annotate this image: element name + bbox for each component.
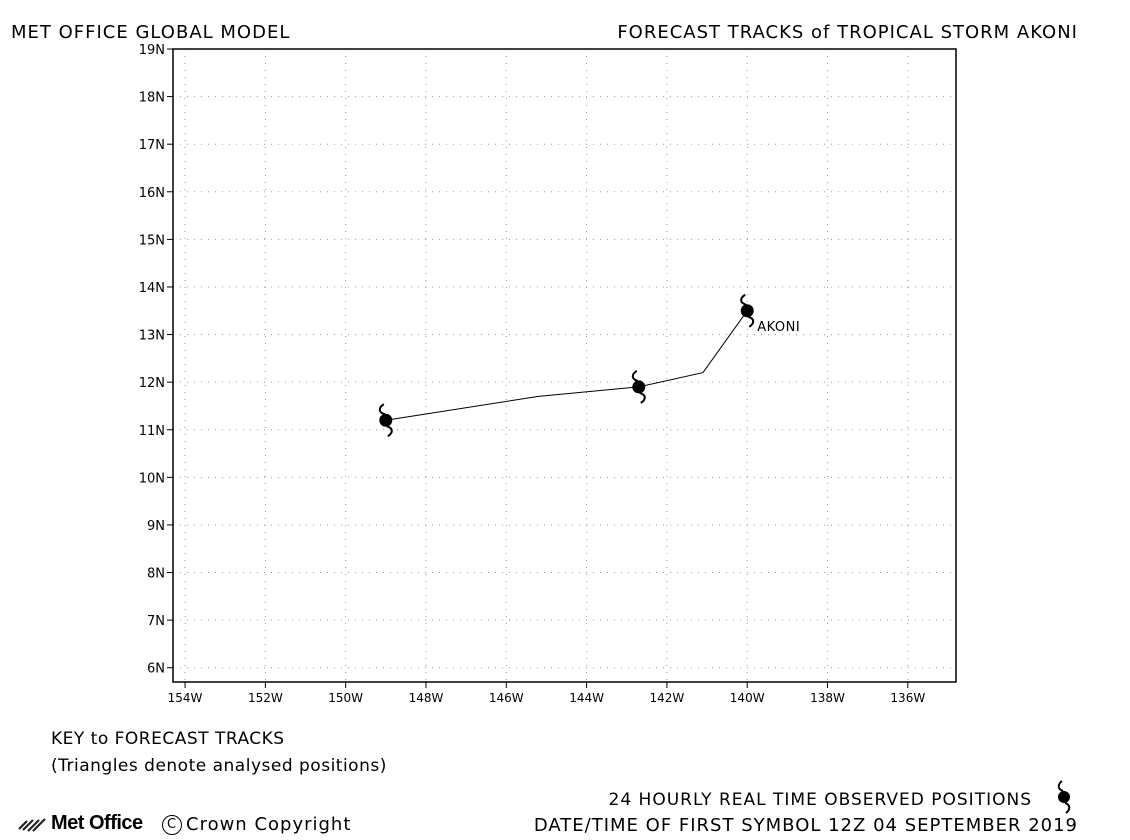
- observed-positions-label: 24 HOURLY REAL TIME OBSERVED POSITIONS: [608, 790, 1032, 810]
- cyclone-symbol-icon: [631, 370, 646, 404]
- axis-ticks: 154W 152W 150W 148W 146W 144W 142W 140W 138W 136W…: [139, 43, 926, 705]
- cyclone-arm: [747, 315, 755, 328]
- key-note: (Triangles denote analysed positions): [51, 756, 387, 776]
- track-map: 154W 152W 150W 148W 146W 144W 142W 140W 138W 136W…: [139, 43, 957, 705]
- y-tick-label: 16N: [139, 186, 165, 201]
- cyclone-symbol-icon: [1057, 780, 1071, 814]
- x-tick-label: 140W: [730, 691, 765, 705]
- x-tick-label: 146W: [489, 691, 524, 705]
- y-tick-label: 15N: [139, 233, 165, 248]
- y-tick-label: 6N: [147, 662, 165, 677]
- x-tick-label: 154W: [168, 691, 203, 705]
- x-tick-label: 150W: [328, 691, 363, 705]
- cyclone-core: [740, 304, 754, 318]
- cyclone-arm: [631, 370, 639, 382]
- x-tick-label: 142W: [650, 691, 685, 705]
- cyclone-arm: [386, 425, 393, 438]
- x-tick-label: 148W: [409, 691, 444, 705]
- y-tick-label: 10N: [139, 471, 165, 486]
- met-office-logo: Met Office: [17, 812, 143, 835]
- header-model-title: MET OFFICE GLOBAL MODEL: [11, 22, 291, 43]
- y-tick-label: 12N: [139, 376, 165, 391]
- y-tick-label: 9N: [147, 519, 165, 534]
- y-tick-label: 8N: [147, 567, 165, 582]
- copyright-text: Crown Copyright: [186, 814, 352, 835]
- logo-text: Met Office: [51, 812, 143, 834]
- cyclone-core: [632, 380, 646, 394]
- met-office-logo-icon: [18, 817, 46, 832]
- y-tick-label: 7N: [147, 614, 165, 629]
- y-tick-label: 17N: [139, 138, 165, 153]
- storm-track: AKONI: [378, 293, 800, 438]
- y-tick-label: 18N: [139, 91, 165, 106]
- y-tick-label: 13N: [139, 329, 165, 344]
- track-line: [385, 310, 748, 421]
- cyclone-arm: [378, 403, 386, 416]
- x-tick-label: 138W: [810, 691, 845, 705]
- cyclone-symbol-icon: [378, 403, 393, 438]
- cyclone-arm: [740, 293, 747, 306]
- key-title: KEY to FORECAST TRACKS: [51, 729, 285, 749]
- x-tick-label: 152W: [248, 691, 283, 705]
- x-tick-label: 144W: [569, 691, 604, 705]
- plot-frame: [172, 48, 957, 683]
- header-forecast-title: FORECAST TRACKS of TROPICAL STORM AKONI: [617, 22, 1078, 43]
- first-symbol-datetime: DATE/TIME OF FIRST SYMBOL 12Z 04 SEPTEMB…: [533, 815, 1078, 836]
- y-tick-label: 11N: [139, 424, 165, 439]
- copyright-symbol-icon: C: [162, 814, 182, 835]
- storm-name-label: AKONI: [757, 320, 800, 335]
- y-tick-label: 19N: [139, 43, 165, 58]
- x-tick-label: 136W: [890, 691, 925, 705]
- cyclone-symbol-icon: [740, 293, 755, 328]
- copyright-notice: C Crown Copyright: [162, 814, 351, 835]
- cyclone-arm: [639, 391, 646, 404]
- cyclone-core: [379, 413, 393, 427]
- y-tick-label: 14N: [139, 281, 165, 296]
- grid-lines: [173, 49, 956, 682]
